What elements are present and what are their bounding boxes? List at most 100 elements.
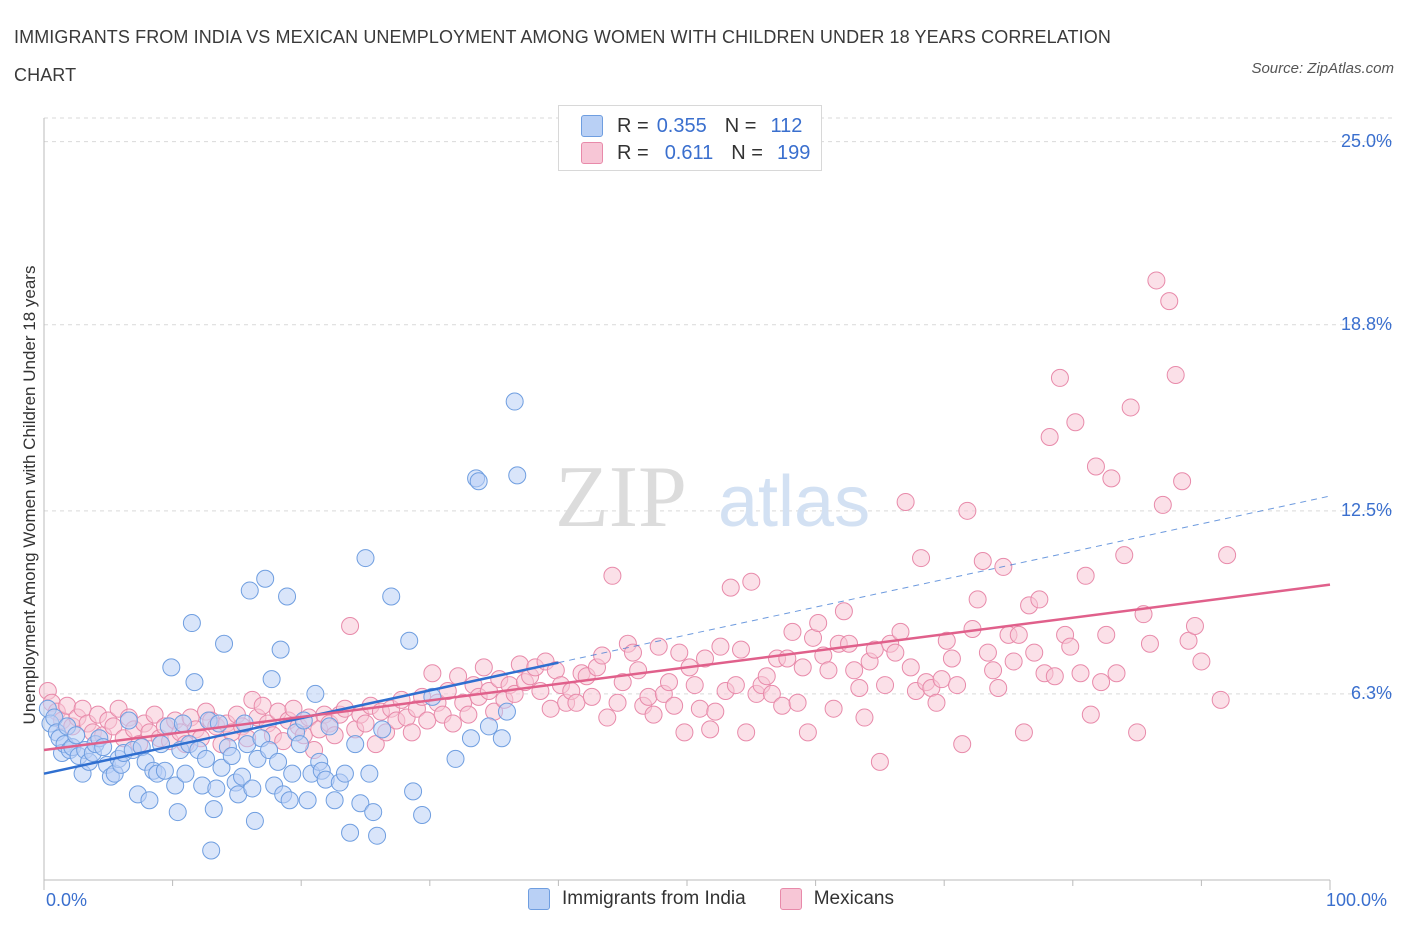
point-india	[222, 746, 241, 765]
point-india	[382, 587, 401, 606]
point-india	[505, 392, 524, 411]
legend-label-mexicans: Mexicans	[813, 888, 894, 909]
point-india	[207, 779, 226, 798]
point-mexicans	[623, 643, 642, 662]
point-mexicans	[870, 752, 889, 771]
point-mexicans	[423, 664, 442, 683]
point-india	[176, 764, 195, 783]
legend-item-mexicans[interactable]: Mexicans	[779, 888, 894, 910]
point-mexicans	[1107, 664, 1126, 683]
point-mexicans	[603, 566, 622, 585]
point-india	[245, 811, 264, 830]
point-mexicans	[989, 679, 1008, 698]
point-mexicans	[757, 667, 776, 686]
point-mexicans	[1071, 664, 1090, 683]
point-mexicans	[840, 634, 859, 653]
x-tick-min: 0.0%	[46, 890, 88, 910]
legend-label-india: Immigrants from India	[562, 888, 746, 909]
y-tick-label: 6.3%	[1350, 682, 1392, 703]
point-mexicans	[978, 643, 997, 662]
point-mexicans	[819, 661, 838, 680]
point-mexicans	[876, 676, 895, 695]
point-india	[204, 800, 223, 819]
point-india	[351, 794, 370, 813]
point-mexicans	[937, 631, 956, 650]
point-mexicans	[1081, 705, 1100, 724]
chart-source: Source: ZipAtlas.com	[1251, 60, 1394, 77]
legend-r-label: R =	[617, 141, 649, 164]
point-mexicans	[1140, 634, 1159, 653]
point-mexicans	[649, 637, 668, 656]
point-mexicans	[732, 640, 751, 659]
point-india	[173, 714, 192, 733]
point-mexicans	[845, 661, 864, 680]
point-mexicans	[356, 714, 375, 733]
point-india	[400, 631, 419, 650]
point-india	[508, 466, 527, 485]
legend-n-label: N =	[731, 141, 763, 164]
point-mexicans	[865, 640, 884, 659]
point-mexicans	[1211, 690, 1230, 709]
point-mexicans	[690, 699, 709, 718]
point-mexicans	[1121, 398, 1140, 417]
point-mexicans	[670, 643, 689, 662]
point-mexicans	[659, 673, 678, 692]
point-mexicans	[793, 658, 812, 677]
point-mexicans	[1092, 673, 1111, 692]
point-india	[185, 673, 204, 692]
point-mexicans	[1160, 292, 1179, 311]
point-mexicans	[968, 590, 987, 609]
legend-item-india[interactable]: Immigrants from India	[528, 888, 746, 910]
grid-lines	[44, 117, 1395, 695]
point-mexicans	[1061, 637, 1080, 656]
point-mexicans	[341, 617, 360, 635]
point-mexicans	[541, 699, 560, 718]
point-mexicans	[1147, 271, 1166, 290]
point-india	[346, 735, 365, 754]
point-mexicans	[1025, 643, 1044, 662]
point-india	[256, 569, 275, 588]
point-mexicans	[1185, 617, 1204, 635]
point-mexicans	[685, 676, 704, 695]
point-mexicans	[834, 602, 853, 621]
point-india	[290, 735, 309, 754]
point-mexicans	[706, 702, 725, 721]
point-mexicans	[896, 492, 915, 511]
point-mexicans	[942, 649, 961, 668]
point-mexicans	[1030, 590, 1049, 609]
point-india	[364, 803, 383, 822]
point-mexicans	[459, 705, 478, 724]
point-mexicans	[984, 661, 1003, 680]
legend-row-india: R = 0.355 N = 112	[581, 114, 802, 138]
point-mexicans	[1218, 546, 1237, 565]
point-india	[166, 776, 185, 795]
point-mexicans	[1173, 472, 1192, 491]
point-mexicans	[1066, 413, 1085, 432]
point-india	[341, 823, 360, 842]
point-mexicans	[696, 649, 715, 668]
point-mexicans	[613, 673, 632, 692]
point-mexicans	[824, 699, 843, 718]
point-india	[168, 803, 187, 822]
legend-r-label: R =	[617, 114, 649, 137]
point-mexicans	[1115, 546, 1134, 565]
point-india	[262, 670, 281, 689]
point-mexicans	[418, 711, 437, 730]
point-india	[446, 749, 465, 768]
point-mexicans	[726, 676, 745, 695]
point-mexicans	[809, 614, 828, 633]
point-india	[469, 472, 488, 491]
point-mexicans	[958, 501, 977, 520]
point-india	[492, 729, 511, 748]
point-mexicans	[567, 693, 586, 712]
point-mexicans	[1009, 625, 1028, 644]
point-mexicans	[639, 687, 658, 706]
point-mexicans	[253, 696, 272, 715]
point-mexicans	[145, 705, 164, 724]
point-india	[233, 767, 252, 786]
point-mexicans	[721, 578, 740, 597]
point-mexicans	[891, 622, 910, 641]
point-india	[269, 752, 288, 771]
point-india	[368, 826, 387, 845]
point-india	[373, 720, 392, 739]
